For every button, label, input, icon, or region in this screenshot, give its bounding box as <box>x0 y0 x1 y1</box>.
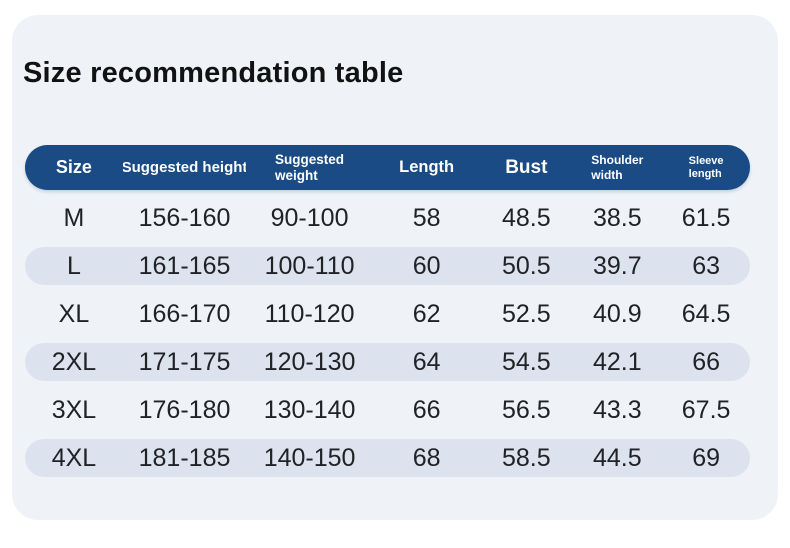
column-header-size: Size <box>25 145 123 190</box>
cell-suggested-height: 161-165 <box>138 251 231 280</box>
cell-sleeve-length: 66 <box>692 347 721 376</box>
size-table: Size Suggested height Suggested weight L… <box>25 145 750 477</box>
cell-suggested-height: 171-175 <box>138 347 231 376</box>
cell-shoulder-width: 44.5 <box>592 443 642 472</box>
column-header-label: Bust <box>505 156 548 178</box>
column-header-bust: Bust <box>480 145 572 190</box>
cell-sleeve-length: 63 <box>692 251 721 280</box>
column-header-suggested-weight: Suggested weight <box>246 145 373 190</box>
cell-size: XL <box>58 299 90 328</box>
column-header-label: Size <box>55 157 92 177</box>
cell-length: 60 <box>412 251 441 280</box>
column-header-length: Length <box>373 145 480 190</box>
table-row-2xl: 2XL 171-175 120-130 64 54.5 42.1 66 <box>25 343 750 381</box>
cell-size: 4XL <box>51 443 97 472</box>
cell-shoulder-width: 39.7 <box>592 251 642 280</box>
cell-length: 58 <box>412 203 441 232</box>
cell-size: 3XL <box>51 395 97 424</box>
cell-suggested-weight: 90-100 <box>270 203 349 232</box>
column-header-label: Length <box>399 158 455 176</box>
cell-bust: 52.5 <box>501 299 551 328</box>
column-header-suggested-height: Suggested height <box>123 145 246 190</box>
cell-suggested-height: 176-180 <box>138 395 231 424</box>
cell-sleeve-length: 69 <box>692 443 721 472</box>
cell-bust: 54.5 <box>501 347 551 376</box>
cell-suggested-weight: 140-150 <box>263 443 356 472</box>
cell-bust: 56.5 <box>501 395 551 424</box>
cell-length: 68 <box>412 443 441 472</box>
cell-size: M <box>63 203 85 232</box>
table-header-row: Size Suggested height Suggested weight L… <box>25 145 750 190</box>
cell-suggested-weight: 120-130 <box>263 347 356 376</box>
cell-shoulder-width: 43.3 <box>592 395 642 424</box>
table-row-l: L 161-165 100-110 60 50.5 39.7 63 <box>25 247 750 285</box>
cell-length: 66 <box>412 395 441 424</box>
column-header-label: Suggested weight <box>275 151 345 183</box>
cell-sleeve-length: 64.5 <box>681 299 731 328</box>
cell-bust: 58.5 <box>501 443 551 472</box>
table-row-xl: XL 166-170 110-120 62 52.5 40.9 64.5 <box>25 295 750 333</box>
cell-shoulder-width: 42.1 <box>592 347 642 376</box>
cell-suggested-weight: 110-120 <box>264 299 355 328</box>
cell-length: 64 <box>412 347 441 376</box>
cell-suggested-weight: 100-110 <box>264 251 355 280</box>
cell-size: L <box>66 251 81 280</box>
table-row-4xl: 4XL 181-185 140-150 68 58.5 44.5 69 <box>25 439 750 477</box>
page-title: Size recommendation table <box>23 57 404 89</box>
cell-suggested-height: 156-160 <box>138 203 231 232</box>
column-header-label: Sleeve length <box>688 154 724 180</box>
cell-sleeve-length: 61.5 <box>681 203 731 232</box>
cell-length: 62 <box>412 299 441 328</box>
cell-suggested-weight: 130-140 <box>263 395 356 424</box>
cell-shoulder-width: 40.9 <box>592 299 642 328</box>
cell-bust: 48.5 <box>501 203 551 232</box>
column-header-sleeve-length: Sleeve length <box>662 145 750 190</box>
table-row-m: M 156-160 90-100 58 48.5 38.5 61.5 <box>25 199 750 237</box>
column-header-shoulder-width: Shoulder width <box>572 145 662 190</box>
column-header-label: Shoulder width <box>591 153 644 182</box>
size-recommendation-card: Size recommendation table Size Suggested… <box>12 15 778 520</box>
cell-size: 2XL <box>51 347 97 376</box>
table-body: M 156-160 90-100 58 48.5 38.5 61.5 L 161… <box>25 199 750 477</box>
column-header-label: Suggested height <box>122 159 247 176</box>
cell-shoulder-width: 38.5 <box>592 203 642 232</box>
cell-sleeve-length: 67.5 <box>681 395 731 424</box>
cell-suggested-height: 166-170 <box>138 299 231 328</box>
table-row-3xl: 3XL 176-180 130-140 66 56.5 43.3 67.5 <box>25 391 750 429</box>
cell-suggested-height: 181-185 <box>138 443 231 472</box>
cell-bust: 50.5 <box>501 251 551 280</box>
